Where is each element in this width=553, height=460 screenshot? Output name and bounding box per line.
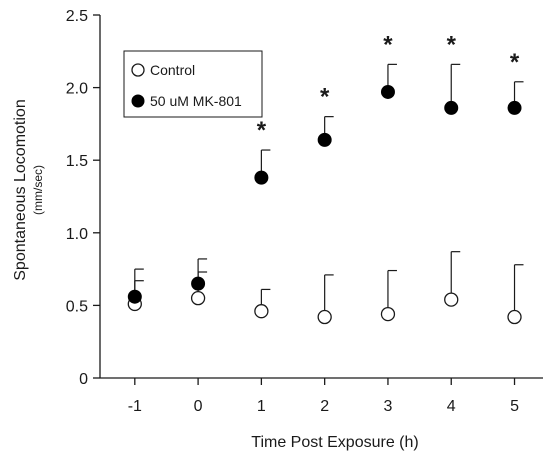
y-axis-units: (mm/sec) — [31, 165, 45, 215]
x-tick-label-4: 3 — [383, 398, 392, 415]
x-tick-label-5: 4 — [447, 398, 456, 415]
significance-marker-1: * — [320, 84, 330, 111]
legend-box — [123, 50, 263, 118]
significance-marker-3: * — [447, 31, 457, 58]
point-mk801-0 — [127, 289, 142, 304]
y-tick-label-1: 0.5 — [66, 298, 88, 315]
legend: Control 50 uM MK-801 — [123, 50, 263, 118]
x-axis-title: Time Post Exposure (h) — [251, 434, 418, 451]
point-control-6 — [507, 309, 522, 325]
y-axis-title: Spontaneous Locomotion — [12, 99, 29, 280]
y-tick-label-2: 1.0 — [66, 226, 88, 243]
y-tick-label-4: 2.0 — [66, 81, 88, 98]
x-tick-label-6: 5 — [510, 398, 519, 415]
point-mk801-6 — [507, 100, 522, 115]
point-control-5 — [444, 292, 459, 307]
point-control-1 — [190, 290, 206, 306]
point-mk801-4 — [380, 84, 395, 99]
legend-mk801-marker — [131, 94, 145, 108]
y-tick-label-3: 1.5 — [66, 153, 88, 170]
y-tick-label-5: 2.5 — [66, 8, 88, 25]
significance-marker-2: * — [383, 31, 393, 58]
point-control-4 — [380, 306, 396, 322]
legend-control-label: Control — [150, 62, 195, 78]
point-mk801-5 — [444, 100, 459, 115]
significance-marker-0: * — [257, 117, 267, 144]
point-mk801-3 — [317, 132, 332, 147]
axis-layer: 0 0.5 1.0 1.5 2.0 2.5 -1 0 1 2 3 4 5 — [66, 8, 543, 415]
point-control-3 — [317, 309, 332, 325]
x-tick-label-0: -1 — [128, 398, 142, 415]
plot-layer: * * * * * — [127, 31, 524, 325]
x-tick-label-1: 0 — [194, 398, 203, 415]
y-tick-label-0: 0 — [79, 371, 88, 388]
x-tick-label-3: 2 — [320, 398, 329, 415]
x-tick-label-2: 1 — [257, 398, 266, 415]
point-mk801-1 — [191, 276, 206, 291]
significance-marker-4: * — [510, 49, 520, 76]
legend-control-marker — [131, 63, 145, 77]
legend-mk801-label: 50 uM MK-801 — [150, 93, 242, 109]
point-mk801-2 — [254, 170, 269, 185]
point-control-2 — [254, 304, 269, 319]
